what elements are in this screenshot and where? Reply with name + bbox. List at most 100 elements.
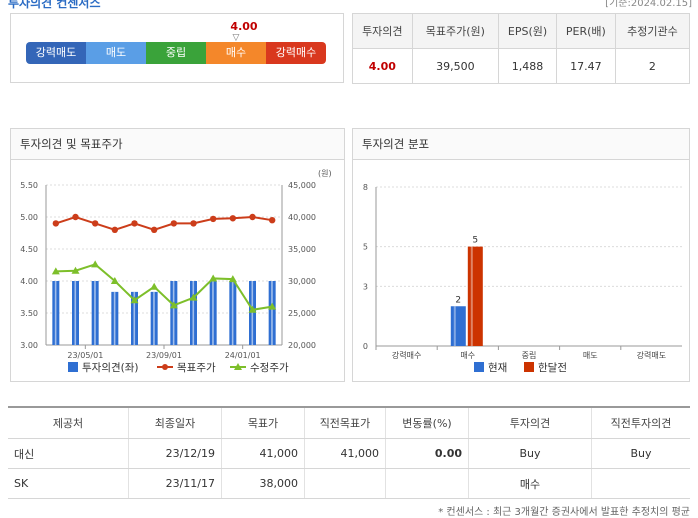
legend-point-swatch [234, 363, 242, 370]
target-price-point [209, 215, 217, 223]
adjusted-price-line [55, 263, 273, 311]
cell-provider: 대신 [8, 438, 129, 469]
legend-point-swatch [162, 364, 168, 370]
x-tick-label: 중립 [522, 351, 537, 360]
target-price-point [150, 226, 158, 233]
y-tick-label: 8 [363, 183, 368, 192]
opinion-target-chart: 3.00 3.50 4.00 4.50 5.00 5.50 20,000 25,000 30,0… [20, 169, 332, 374]
summary-header: EPS(원) [498, 13, 557, 49]
opinion-distribution-panel: 투자의견 분포 [352, 128, 690, 382]
y-right-tick-label: 40,000 [288, 213, 316, 222]
adjusted-price-point [150, 282, 159, 290]
cell-provider: SK [8, 468, 129, 499]
panel-title: 투자의견 및 목표주가 [11, 129, 344, 160]
col-provider: 제공처 [8, 406, 129, 439]
summary-opinion: 4.00 [352, 48, 413, 84]
cell-last-date: 23/12/19 [128, 438, 222, 469]
col-last-date: 최종일자 [128, 406, 222, 439]
opinion-score: 4.00 [230, 20, 258, 33]
x-tick-label: 강력매수 [392, 350, 421, 360]
current-bar [450, 306, 466, 346]
adjusted-price-point [130, 296, 139, 304]
broker-estimates-table: 제공처 최종일자 목표가 직전목표가 변동률(%) 투자의견 직전투자의견 대신… [8, 406, 690, 499]
opinion-scale-box [10, 13, 344, 83]
data-label: 5 [472, 236, 478, 246]
panel-title: 투자의견 분포 [353, 129, 689, 160]
opinion-bar-highlight [113, 291, 116, 345]
target-price-point [52, 220, 60, 227]
target-price-point [111, 226, 119, 233]
summary-target-price: 39,500 [411, 48, 500, 84]
opinion-bar-highlight [133, 291, 136, 345]
cell-change-rate: 0.00 [385, 438, 469, 469]
section-title: 투자의견 컨센서스 [8, 0, 101, 10]
summary-header: 목표주가(원) [411, 13, 500, 49]
cell-prev-opinion: Buy [591, 438, 690, 469]
opinion-bar-highlight [74, 281, 77, 345]
cell-opinion: Buy [468, 438, 592, 469]
y-left-tick-label: 4.50 [20, 245, 38, 254]
target-price-point [131, 220, 138, 227]
adjusted-price-point [71, 266, 80, 274]
scale-strong-sell: 강력매도 [26, 42, 86, 64]
consensus-summary-table: 투자의견 목표주가(원) EPS(원) PER(배) 추정기관수 4.00 39… [352, 13, 691, 84]
legend-label: 현재 [488, 362, 507, 374]
x-tick-label: 매수 [460, 351, 475, 360]
x-tick-label: 23/09/01 [146, 351, 182, 360]
triangle-down-icon: ▽ [232, 33, 240, 43]
summary-estimator-count: 2 [614, 48, 691, 84]
cell-change-rate [385, 468, 469, 499]
bar-highlight [453, 306, 456, 346]
opinion-bar-highlight [212, 281, 214, 345]
target-price-point [91, 220, 99, 227]
legend-swatch [524, 362, 534, 372]
opinion-bar-highlight [94, 281, 96, 345]
table-row: SK 23/11/17 38,000 매수 [8, 468, 690, 499]
y-left-tick-label: 3.00 [20, 341, 38, 350]
summary-header: 투자의견 [352, 13, 413, 49]
col-target: 목표가 [221, 406, 305, 439]
cell-opinion: 매수 [468, 468, 592, 499]
legend-label: 투자의견(좌) [82, 362, 139, 374]
adjusted-price-point [51, 267, 60, 275]
adjusted-price-point [268, 302, 277, 310]
cell-prev-opinion [591, 468, 690, 499]
adjusted-price-point [248, 305, 257, 313]
cell-prev-target [304, 468, 386, 499]
opinion-bar-highlight [153, 291, 155, 345]
adjusted-price-point [169, 301, 178, 309]
cell-prev-target: 41,000 [304, 438, 386, 469]
x-tick-label: 24/01/01 [225, 351, 261, 360]
opinion-bar-highlight [54, 281, 57, 345]
target-price-point [72, 213, 79, 221]
target-price-point [170, 220, 178, 227]
col-prev-target: 직전목표가 [304, 406, 386, 439]
col-opinion: 투자의견 [468, 406, 592, 439]
month-ago-bar [467, 246, 483, 346]
y-left-tick-label: 5.00 [20, 213, 38, 222]
opinion-target-chart-panel: 투자의견 및 목표주가 [10, 128, 345, 382]
legend-swatch [474, 362, 484, 372]
opinion-bar-highlight [251, 281, 254, 345]
scale-buy: 매수 [206, 42, 266, 64]
y-left-tick-label: 4.00 [20, 277, 38, 286]
y-right-tick-label: 35,000 [288, 245, 316, 254]
adjusted-price-point [189, 293, 198, 301]
legend-label: 목표주가 [177, 362, 216, 374]
summary-per: 17.47 [555, 48, 616, 84]
legend-label: 한달전 [538, 362, 567, 374]
y-right-tick-label: 25,000 [288, 309, 316, 318]
y-right-unit: (원) [318, 169, 332, 178]
col-prev-opinion: 직전투자의견 [591, 406, 690, 439]
opinion-bar-highlight [172, 281, 175, 345]
opinion-bar-highlight [271, 281, 273, 345]
summary-header: 추정기관수 [614, 13, 691, 49]
cell-target: 41,000 [221, 438, 305, 469]
cell-target: 38,000 [221, 468, 305, 499]
table-row: 대신 23/12/19 41,000 41,000 0.00 Buy Buy [8, 438, 690, 469]
y-tick-label: 0 [363, 342, 368, 351]
y-left-tick-label: 3.50 [20, 309, 38, 318]
base-date: [기준:2024.02.15] [605, 0, 692, 9]
x-tick-label: 23/05/01 [67, 351, 103, 360]
